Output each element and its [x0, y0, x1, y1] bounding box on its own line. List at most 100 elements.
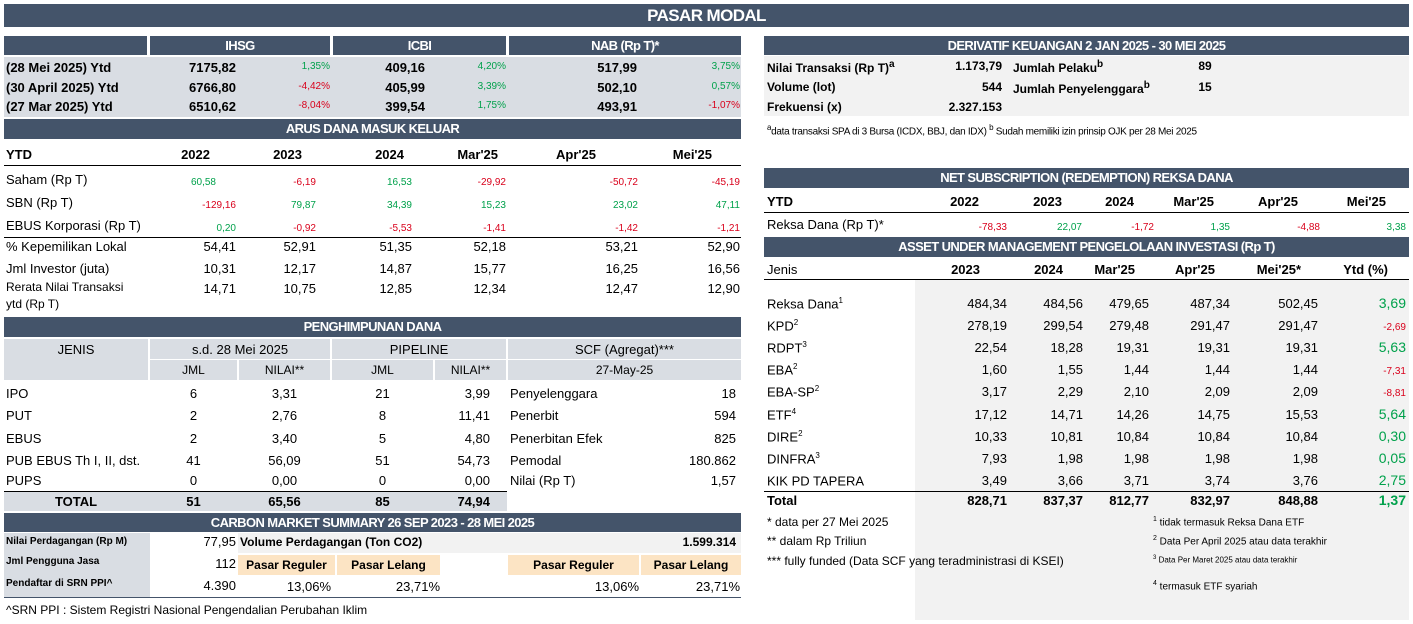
total-cell: 837,37: [1043, 493, 1083, 508]
header-nab: NAB (Rp T)*: [509, 36, 741, 55]
footnote-mark: 3: [1153, 555, 1157, 561]
cell: -129,16: [202, 200, 236, 211]
nab-pct: -1,07%: [708, 100, 740, 111]
aum-row-text: DINFRA: [767, 451, 816, 467]
cell: 21: [375, 386, 390, 401]
cell: 6: [189, 386, 198, 401]
row-label: Jml Investor (juta): [6, 261, 110, 276]
index-row-label: (30 April 2025) Ytd: [6, 80, 119, 95]
cell: -4,88: [1297, 222, 1320, 233]
cell: 47,11: [715, 200, 740, 211]
aum-cell: 2,09: [1292, 384, 1318, 400]
total-cell: 832,97: [1190, 493, 1230, 508]
footnote-mark: b: [1143, 80, 1150, 91]
scf-value: 825: [714, 431, 736, 446]
cell: 12,85: [379, 281, 412, 296]
deriv-value: 544: [981, 80, 1002, 94]
cell: -45,19: [711, 177, 740, 188]
footnote-text: termasuk ETF syariah: [1156, 581, 1258, 593]
row-label-2: ytd (Rp T): [6, 297, 60, 311]
col-2024: 2024: [375, 147, 404, 162]
pasar-reguler-label: Pasar Reguler: [533, 558, 614, 572]
col-nilai: NILAI**: [264, 363, 305, 377]
aum-ytd: 5,64: [1378, 405, 1406, 422]
aum-cell: 3,66: [1057, 472, 1083, 488]
icbi-pct: 4,20%: [477, 61, 506, 72]
aum-ytd: 0,05: [1378, 449, 1406, 466]
aum-cell: 291,47: [1190, 318, 1230, 334]
col-mar25: Mar'25: [457, 147, 498, 162]
footnote-mark: 4: [1153, 580, 1157, 587]
deriv-value: 1.173,79: [955, 59, 1002, 73]
cell: 5: [378, 431, 387, 446]
aum-row-label: ETF4: [767, 407, 796, 422]
footnote-mark: 2: [793, 318, 799, 328]
cell: 0: [189, 473, 198, 488]
cell: 12,90: [707, 281, 740, 296]
aum-cell: 278,19: [967, 318, 1007, 334]
deriv-value: 89: [1198, 59, 1212, 73]
aum-cell: 484,34: [967, 296, 1007, 311]
cell: 0,00: [271, 473, 298, 488]
cell: 16,53: [386, 177, 412, 188]
cell: 15,23: [480, 200, 506, 211]
total-cell: 51: [186, 494, 201, 509]
ihsg-pct: -8,04%: [298, 100, 330, 111]
footnote-mark: a: [767, 123, 772, 132]
deriv-label-text: Nilai Transaksi (Rp T): [767, 61, 890, 75]
col-mei25: Mei'25*: [1256, 262, 1301, 277]
cell: 10,31: [203, 261, 236, 276]
aum-ytd: 2,75: [1378, 471, 1406, 488]
total-cell: 812,77: [1109, 493, 1149, 508]
cell: 0,20: [216, 223, 236, 234]
pasar-lelang-value: 23,71%: [695, 579, 740, 594]
total-label: Total: [767, 493, 798, 508]
aum-cell: 487,34: [1190, 296, 1230, 311]
deriv-label-text: Jumlah Pelaku: [1013, 61, 1098, 75]
aum-cell: 10,84: [1197, 428, 1230, 444]
aum-row-label: DIRE2: [767, 429, 803, 444]
carbon-title: CARBON MARKET SUMMARY 26 SEP 2023 - 28 M…: [4, 513, 741, 532]
col-2024: 2024: [1034, 262, 1063, 277]
cell: 2: [189, 431, 198, 446]
cell: 12,34: [473, 281, 506, 296]
footnote-mark: 3: [802, 340, 807, 350]
cell: 79,87: [290, 200, 316, 211]
aum-cell: 19,31: [1285, 340, 1318, 356]
penghimpunan-title: PENGHIMPUNAN DANA: [4, 317, 741, 337]
cell: 54,73: [457, 453, 490, 468]
deriv-label: Nilai Transaksi (Rp T)a: [767, 59, 895, 75]
carbon-note: ^SRN PPI : Sistem Registri Nasional Peng…: [6, 603, 368, 617]
total-label: TOTAL: [54, 494, 98, 509]
row-jenis: IPO: [6, 386, 29, 401]
cell: -50,72: [609, 177, 638, 188]
ihsg-value: 7175,82: [189, 60, 236, 75]
header-icbi: ICBI: [333, 36, 506, 55]
deriv-label: Frekuensi (x): [767, 100, 842, 114]
aum-cell: 299,54: [1043, 318, 1083, 334]
aum-row-text: EBA-SP: [767, 384, 815, 400]
aum-row-text: EBA: [767, 362, 794, 378]
row-jenis: PUPS: [6, 473, 42, 488]
row-label: Reksa Dana (Rp T)*: [767, 217, 884, 232]
aum-ytd: -8,81: [1383, 388, 1406, 400]
total-cell: 828,71: [967, 493, 1007, 508]
aum-cell: 19,31: [1197, 340, 1230, 356]
row-jenis: PUB EBUS Th I, II, dst.: [6, 453, 141, 468]
col-ytd: YTD: [6, 147, 32, 162]
scf-value: 1,57: [710, 473, 736, 488]
cell: -1,72: [1131, 222, 1154, 233]
col-date: 27-May-25: [595, 363, 654, 377]
cell: 0: [378, 473, 387, 488]
scf-label: Penyelenggara: [510, 386, 598, 401]
aum-row-label: Reksa Dana1: [767, 296, 843, 311]
cell: 22,07: [1056, 222, 1082, 233]
index-row: (27 Mar 2025) Ytd: [6, 97, 113, 116]
total-cell: 74,94: [457, 494, 490, 509]
scf-label: Pemodal: [510, 453, 562, 468]
aum-cell: 1,98: [1292, 450, 1318, 466]
aum-cell: 479,65: [1109, 296, 1149, 311]
col-jml2: JML: [371, 363, 394, 377]
total-cell: 848,88: [1278, 493, 1318, 508]
footnote-mark: 4: [791, 406, 797, 416]
